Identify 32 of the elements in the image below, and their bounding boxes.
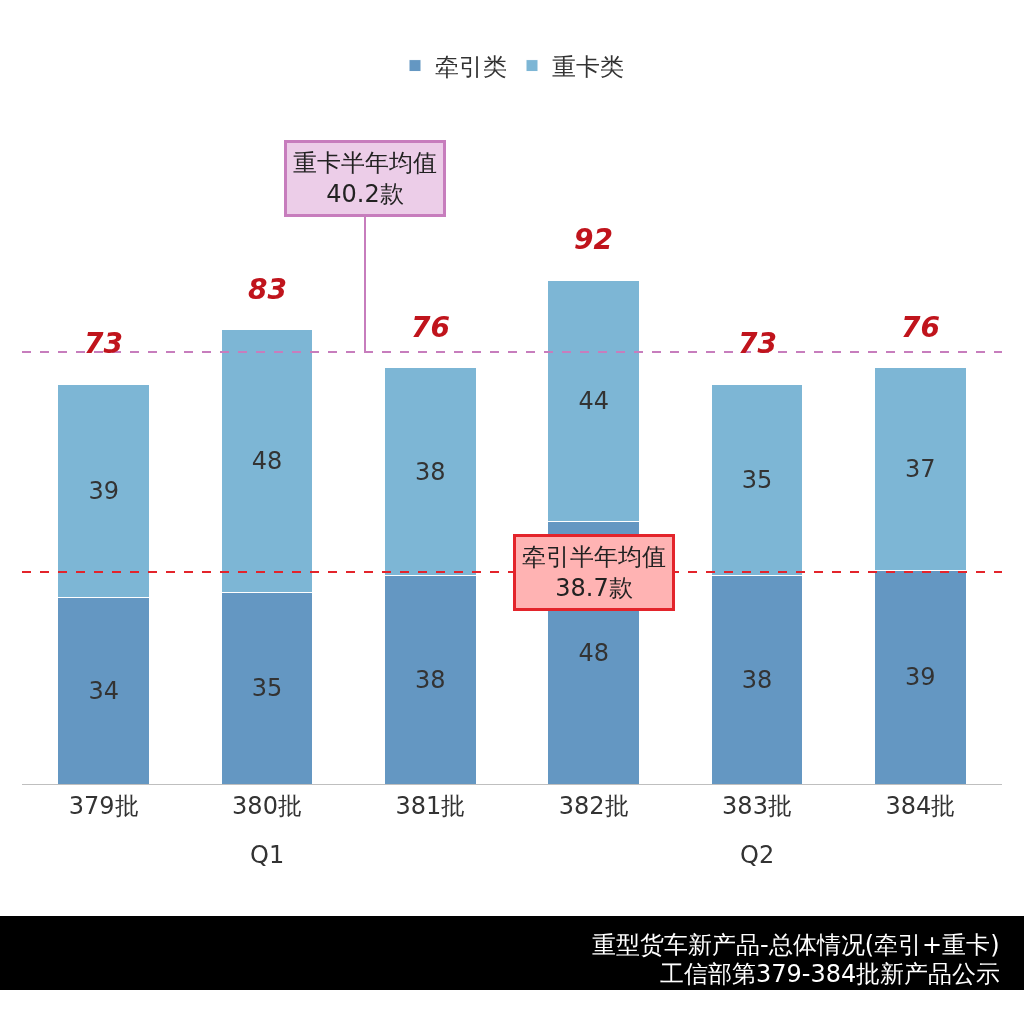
data-label: 38 (415, 457, 446, 486)
ref-line-label: 牵引半年均值 38.7款 (522, 543, 666, 603)
x-tick-label: 379批 (68, 791, 139, 820)
x-tick-label: 383批 (722, 791, 792, 820)
text: 重型货车新产品-总体情况(牵引+重卡) (592, 931, 1000, 959)
total-label: 76 (411, 311, 450, 344)
data-label: 39 (88, 477, 119, 506)
data-label: 38 (415, 665, 446, 694)
data-label: 48 (578, 638, 609, 667)
total-label: 73 (84, 327, 123, 360)
x-tick-label: 384批 (885, 791, 956, 820)
data-label: 38 (741, 665, 773, 694)
text: 工信部第379-384批新产品公示 (660, 960, 1001, 988)
data-label: 37 (905, 455, 936, 484)
text: Q1 (250, 841, 285, 869)
x-tick-label: 381批 (395, 791, 466, 820)
data-label: 48 (251, 446, 283, 475)
total-label: 83 (248, 273, 287, 306)
data-label: 35 (251, 674, 283, 703)
data-label: 39 (905, 663, 936, 692)
data-label: 34 (88, 676, 119, 705)
text: Q2 (740, 841, 775, 869)
legend-label: 重卡类 (552, 52, 624, 81)
x-tick-label: 380批 (232, 791, 302, 820)
data-label: 44 (578, 386, 609, 415)
legend-label: 牵引类 (435, 52, 507, 81)
x-tick-label: 382批 (558, 791, 629, 820)
ref-line-label: 重卡半年均值 40.2款 (293, 149, 437, 209)
total-label: 73 (738, 327, 777, 360)
total-label: 76 (901, 311, 940, 344)
data-label: 35 (741, 466, 773, 495)
total-label: 92 (574, 223, 613, 256)
